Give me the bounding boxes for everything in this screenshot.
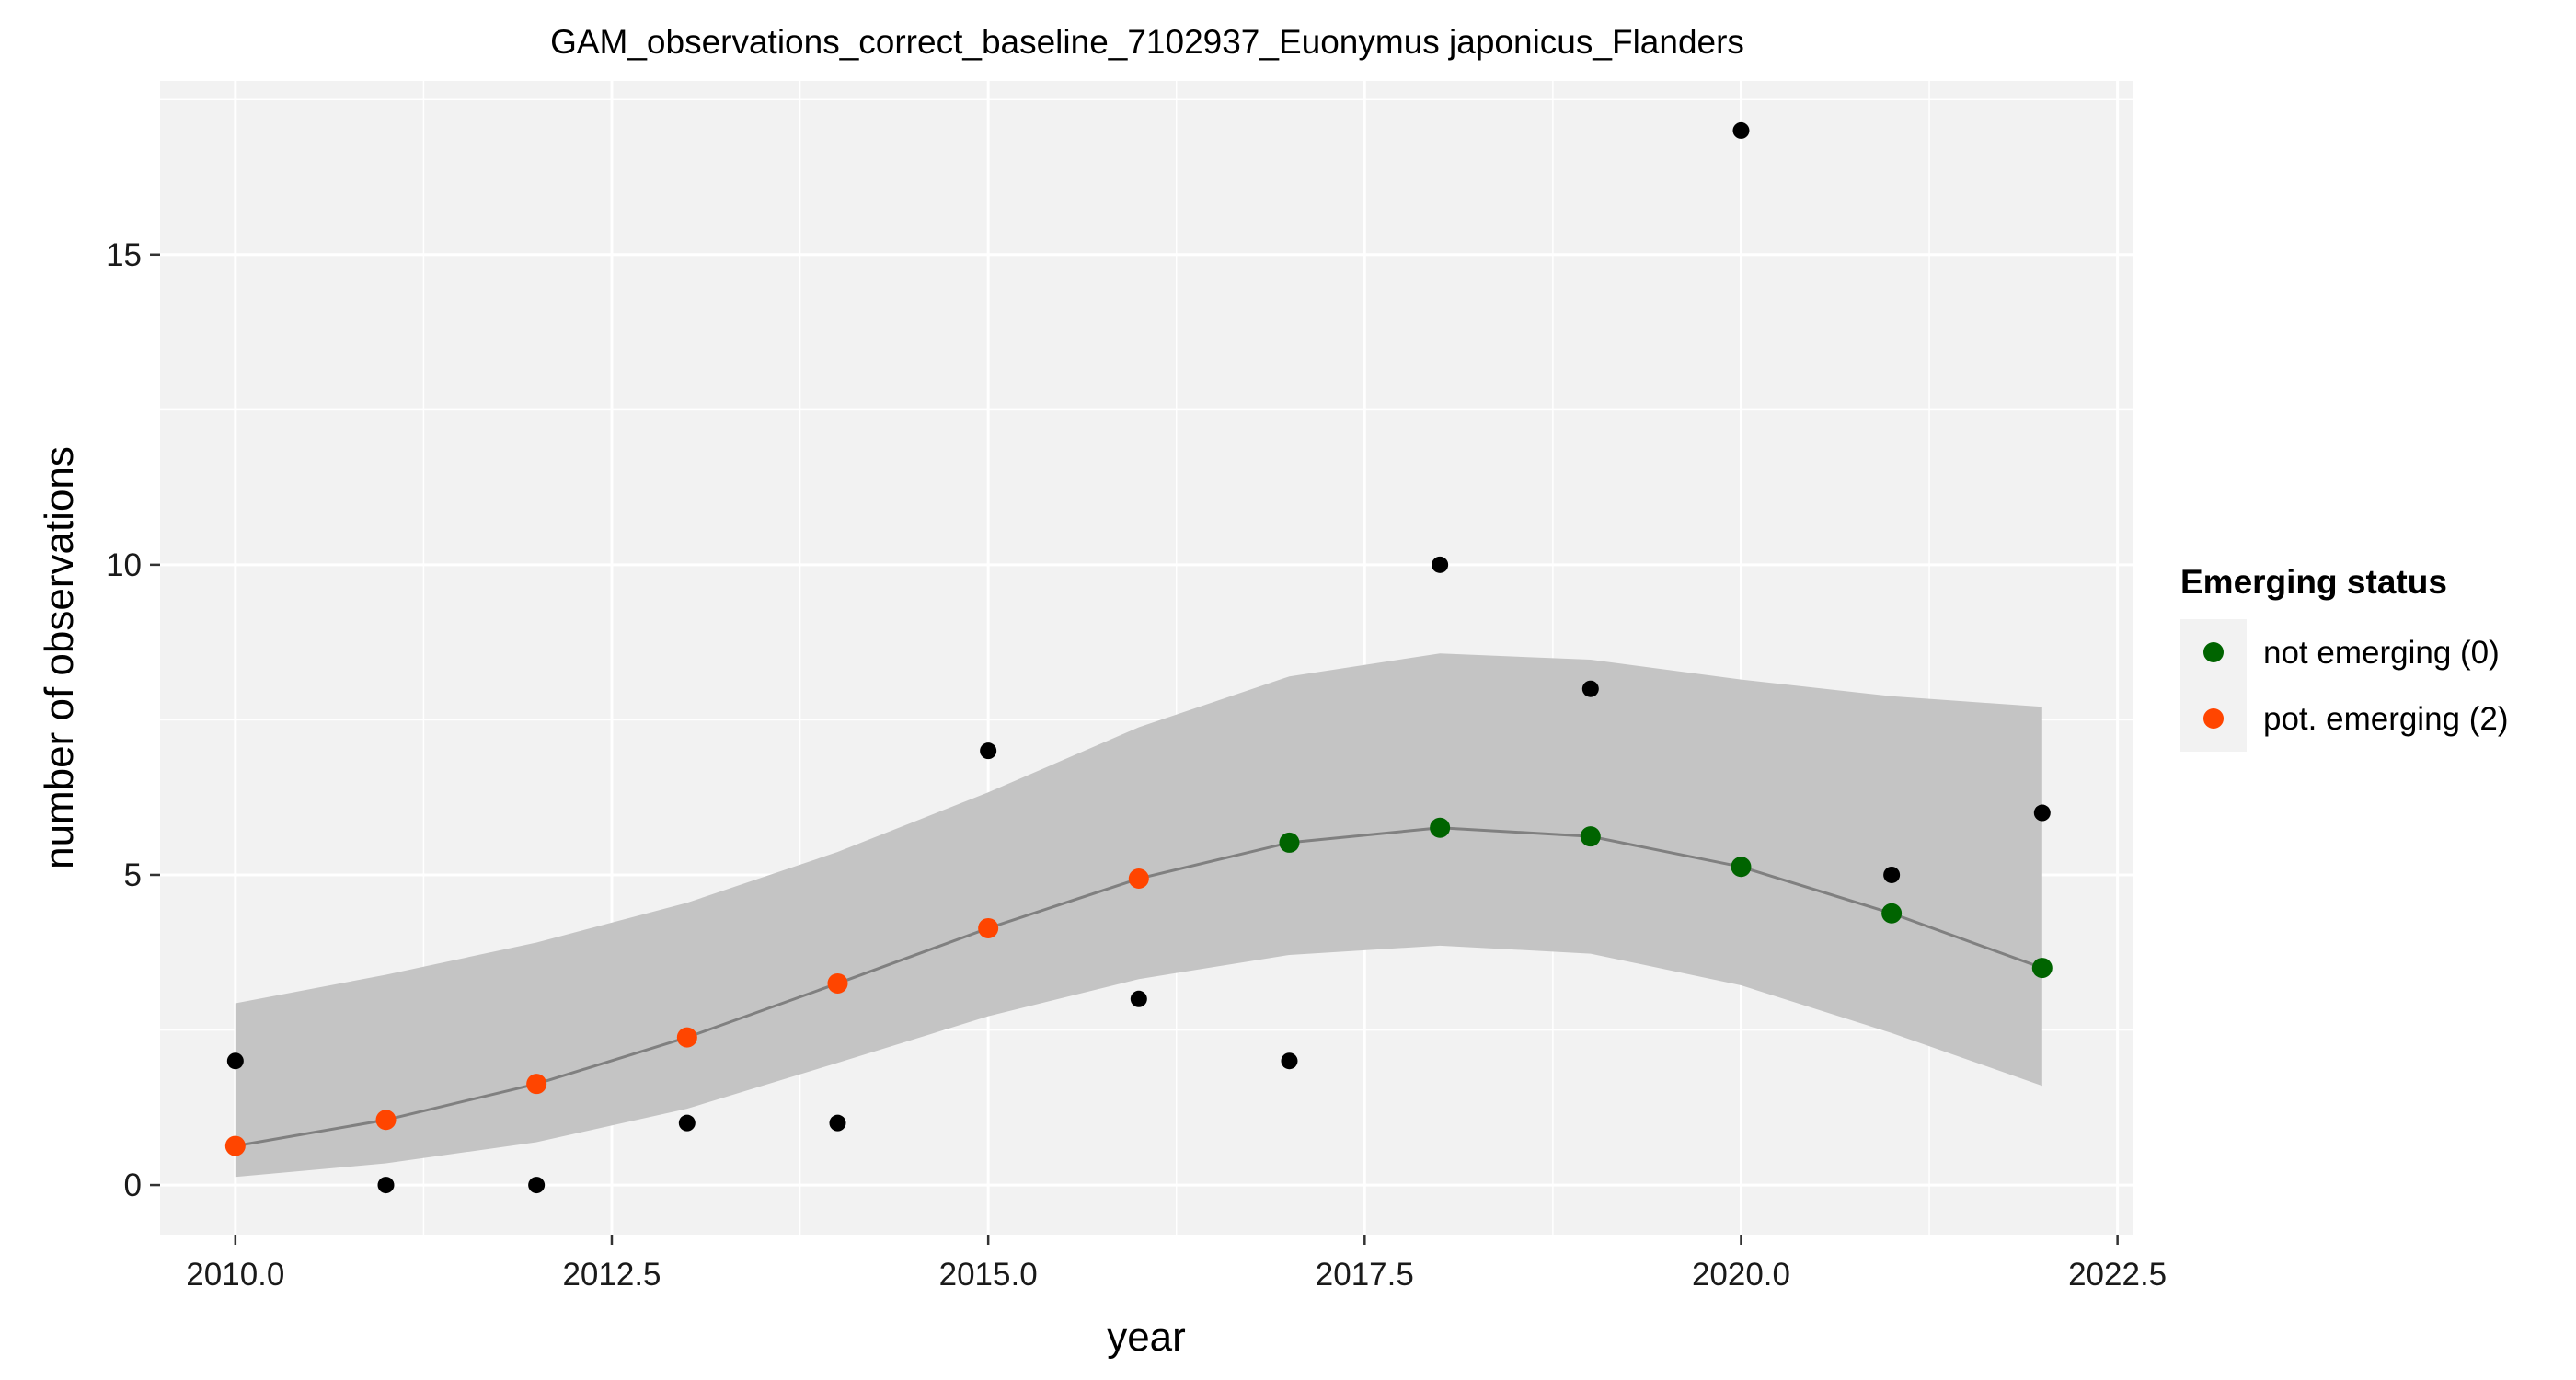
fit-point — [1580, 826, 1601, 847]
fit-point — [827, 972, 848, 994]
y-tick-label: 10 — [106, 547, 142, 583]
x-axis-title: year — [1107, 1315, 1186, 1360]
x-tick-label: 2022.5 — [2068, 1257, 2167, 1293]
observed-point — [1732, 121, 1750, 139]
fit-point — [978, 917, 999, 938]
observed-point — [1281, 1052, 1298, 1070]
fit-point — [224, 1135, 246, 1156]
legend: Emerging status not emerging (0) pot. eme… — [2180, 563, 2509, 752]
x-axis: 2010.0 2012.5 2015.0 2017.5 2020.0 2022.5 — [186, 1235, 2167, 1293]
legend-key — [2203, 708, 2224, 729]
observed-point — [1581, 680, 1599, 697]
chart-title: GAM_observations_correct_baseline_710293… — [550, 23, 1744, 61]
fit-point — [1731, 857, 1752, 878]
y-tick-label: 0 — [124, 1167, 142, 1203]
observed-point — [829, 1114, 846, 1132]
fit-point — [1279, 832, 1300, 853]
observed-point — [528, 1177, 546, 1194]
observed-point — [1432, 556, 1449, 573]
y-tick-label: 15 — [106, 237, 142, 273]
y-axis: 0 5 10 15 — [106, 237, 160, 1203]
x-tick-label: 2017.5 — [1316, 1257, 1414, 1293]
legend-key-background — [2180, 619, 2247, 752]
observed-point — [226, 1052, 244, 1070]
observed-points — [226, 121, 2051, 1194]
fit-point — [375, 1110, 397, 1131]
fit-point — [526, 1074, 547, 1095]
legend-label: pot. emerging (2) — [2263, 701, 2509, 737]
x-tick-label: 2015.0 — [939, 1257, 1038, 1293]
observed-point — [2033, 804, 2051, 822]
x-tick-label: 2010.0 — [186, 1257, 284, 1293]
x-tick-label: 2020.0 — [1692, 1257, 1790, 1293]
observed-point — [678, 1114, 696, 1132]
fit-point — [1128, 868, 1149, 890]
x-tick-label: 2012.5 — [562, 1257, 661, 1293]
legend-title: Emerging status — [2180, 563, 2447, 601]
observed-point — [377, 1177, 395, 1194]
observed-point — [1883, 866, 1901, 883]
fit-point — [1430, 817, 1451, 838]
legend-label: not emerging (0) — [2263, 635, 2500, 671]
fit-point — [676, 1027, 697, 1048]
observed-point — [980, 742, 997, 760]
observed-point — [1130, 990, 1147, 1007]
fit-point — [2031, 958, 2053, 979]
legend-key — [2203, 642, 2224, 662]
y-tick-label: 5 — [124, 857, 142, 893]
fit-point — [1881, 903, 1903, 924]
fit-points — [224, 817, 2053, 1156]
y-axis-title: number of observations — [37, 446, 82, 869]
